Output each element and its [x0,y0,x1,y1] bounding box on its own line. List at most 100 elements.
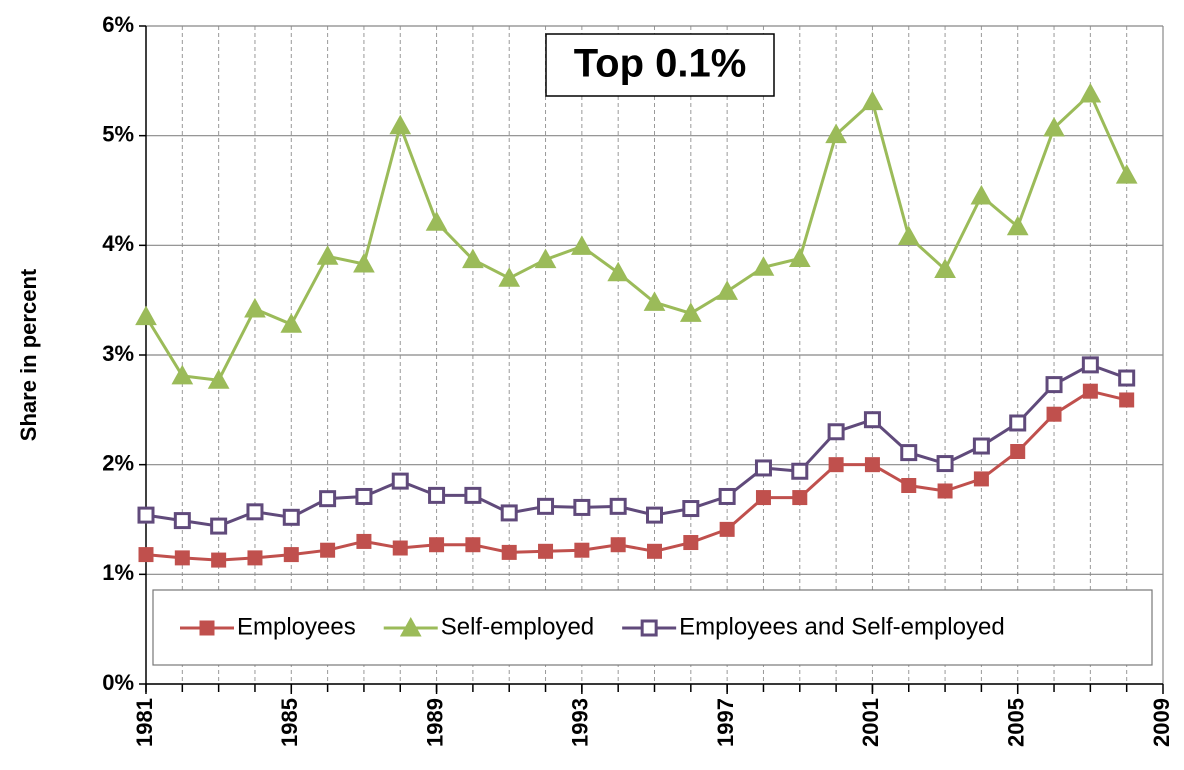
marker [864,457,880,473]
marker [901,478,917,494]
marker [900,444,918,462]
marker [280,313,303,333]
marker [827,423,845,441]
x-tick-label: 1993 [568,698,593,747]
marker [682,500,700,518]
marker [863,411,881,429]
marker [211,552,227,568]
marker [210,517,228,535]
marker [754,459,772,477]
marker [683,535,699,551]
marker [174,550,190,566]
legend-label: Self-employed [441,613,594,640]
x-tick-label: 2005 [1004,698,1029,747]
marker [1082,383,1098,399]
marker [283,547,299,563]
marker [355,487,373,505]
marker [647,543,662,559]
y-tick-label: 4% [102,231,134,256]
marker [571,235,593,255]
x-tick-label: 2009 [1149,698,1174,747]
marker [646,506,663,524]
marker [607,261,630,282]
marker [752,256,775,276]
marker [207,369,230,389]
legend-label: Employees [237,613,356,640]
marker [970,184,993,205]
marker [498,267,521,287]
marker [429,537,445,553]
marker [389,114,412,135]
marker [679,302,702,322]
annotation: Top 0.1% [574,42,747,86]
x-tick-label: 1981 [132,698,157,747]
marker [138,547,154,563]
marker [173,512,191,530]
marker [464,486,482,504]
y-tick-label: 1% [102,560,134,585]
legend-marker [199,620,215,636]
marker [934,258,956,278]
x-tick-label: 1985 [277,698,302,747]
marker [501,544,517,560]
marker [825,123,847,144]
marker [788,247,811,267]
series-line [145,363,1128,528]
marker [643,291,666,311]
marker [718,487,736,505]
marker [282,508,300,526]
marker [973,471,989,487]
x-tick-label: 1989 [422,698,447,747]
marker [755,490,771,506]
y-axis-label: Share in percent [16,268,41,441]
marker [319,490,337,508]
legend-label: Employees and Self-employed [679,613,1005,640]
marker [972,437,990,455]
y-tick-label: 0% [102,670,134,695]
y-tick-label: 5% [102,121,134,146]
marker [500,504,518,522]
marker [1079,82,1102,103]
y-tick-label: 6% [102,12,134,37]
legend-marker [640,619,658,637]
marker [392,540,408,556]
marker [1009,414,1027,432]
marker [171,364,194,385]
y-tick-label: 2% [102,450,134,475]
grid [139,25,1164,694]
marker [719,521,735,537]
legend-marker [399,616,422,637]
series [137,356,1136,535]
series-line [144,91,1129,382]
marker [462,248,484,269]
marker [1010,444,1026,460]
marker [538,543,554,559]
marker [1118,369,1136,387]
marker [137,506,155,524]
marker [1081,356,1099,374]
marker [792,490,808,506]
marker [1115,164,1138,184]
marker [609,497,627,515]
marker [247,550,263,566]
marker [897,225,920,246]
x-tick-label: 1997 [713,698,738,747]
series [135,82,1138,389]
marker [356,533,372,549]
marker [465,537,481,553]
marker [574,542,590,558]
marker [534,248,557,269]
marker [1119,392,1135,408]
marker [244,297,266,318]
x-tick-label: 2001 [858,698,883,747]
annotation-box [545,33,775,97]
marker [1043,116,1065,137]
marker [1045,376,1063,394]
marker [391,472,409,490]
y-tick-label: 3% [102,341,134,366]
series [138,383,1135,568]
marker [353,252,375,273]
marker [1006,215,1029,236]
marker [246,503,264,521]
